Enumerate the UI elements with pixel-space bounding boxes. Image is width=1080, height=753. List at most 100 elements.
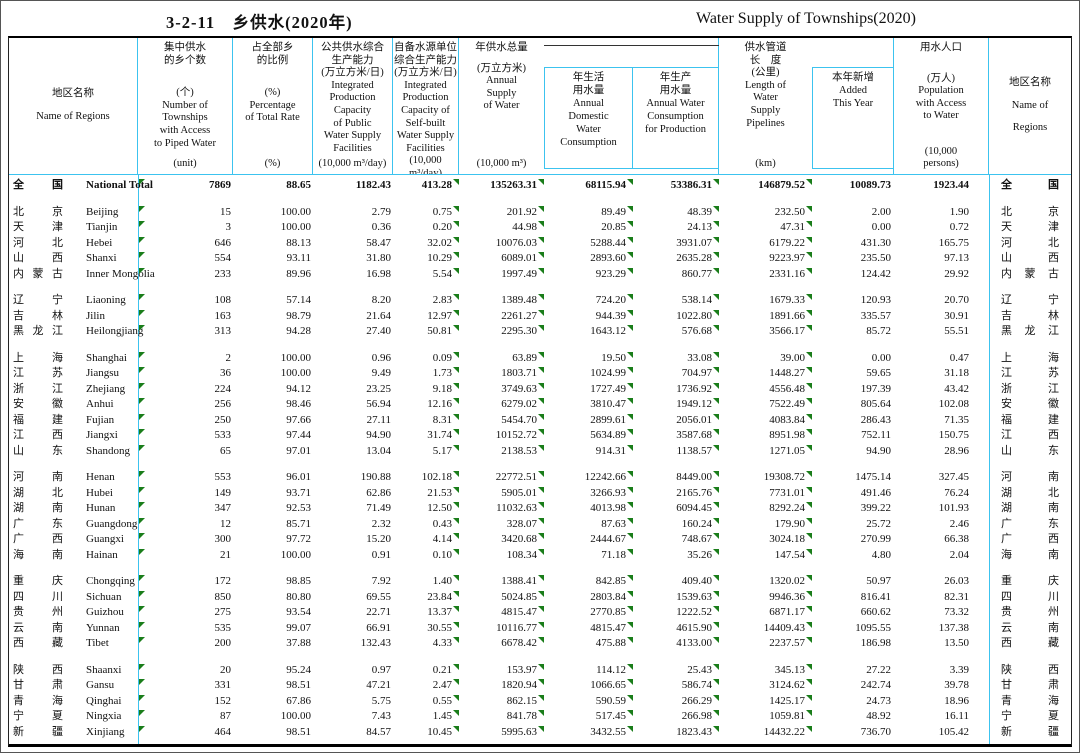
value-public-capacity: 15.20 (366, 533, 391, 545)
value-self-built-capacity: 13.37 (427, 606, 452, 618)
region-name-cn-right: 西藏 (1001, 636, 1059, 652)
cell-population: 28.96 (894, 444, 989, 460)
value-pipelines: 6179.22 (769, 236, 805, 249)
cell-population: 55.51 (894, 324, 989, 340)
region-name-cn-right: 全国 (1001, 178, 1059, 194)
value-population: 13.50 (944, 637, 969, 649)
cell-percentage: 92.53 (233, 501, 313, 517)
comment-marker-icon (627, 429, 633, 435)
region-name-cn: 湖南 (13, 501, 63, 517)
comment-marker-icon (806, 444, 812, 451)
header-line: (万立方米/日) (394, 67, 457, 79)
cell-population: 0.72 (894, 220, 989, 236)
region-cn-char: 福 (1001, 413, 1012, 426)
value-domestic: 1024.99 (590, 367, 626, 379)
value-domestic: 1727.49 (590, 382, 626, 395)
cell-added: 1475.14 (812, 470, 894, 486)
title-bar: 3-2-11 乡供水(2020年) Water Supply of Townsh… (8, 4, 1072, 36)
value-townships: 533 (214, 429, 232, 441)
value-self-built-capacity: 0.55 (432, 694, 452, 707)
cell-pipelines: 19308.72 (719, 470, 812, 486)
comment-marker-icon (538, 621, 544, 628)
cell-annual-supply: 862.15 (459, 694, 544, 710)
value-annual-supply: 5024.85 (501, 590, 537, 603)
comment-marker-icon (139, 517, 145, 524)
comment-marker-icon (627, 663, 633, 670)
region-cn-char: 藏 (52, 637, 63, 649)
header-line: 年供水总量 (475, 42, 528, 53)
table-row: 辽宁 Liaoning 108 57.14 8.20 2.83 1389.48 724.20 5… (9, 293, 1071, 309)
header-unit: (10,000 m³/day) (319, 158, 387, 174)
header-col-pipelines: 供水管道长 度 (公里) Length of Water Supply Pipelines… (719, 38, 812, 174)
region-cn-char: 龙 (1024, 325, 1036, 337)
value-percentage: 98.85 (286, 575, 311, 587)
header-unit: (km) (755, 158, 775, 174)
cell-pipelines: 9946.36 (719, 590, 812, 606)
cell-pipelines: 6871.17 (719, 605, 812, 621)
cell-pipelines: 14432.22 (719, 725, 812, 741)
header-line: Production (329, 92, 376, 104)
region-cn-char: 河 (13, 471, 24, 483)
cell-added: 660.62 (812, 605, 894, 621)
value-public-capacity: 31.80 (366, 252, 391, 264)
cell-pipelines: 232.50 (719, 205, 812, 221)
comment-marker-icon (139, 606, 145, 612)
comment-marker-icon (627, 637, 633, 643)
region-name-cn: 辽宁 (13, 293, 63, 309)
cell-annual-supply: 201.92 (459, 205, 544, 221)
table-row: 上海 Shanghai 2 100.00 0.96 0.09 63.89 19.50 33.08… (9, 351, 1071, 367)
cell-annual-supply: 135263.31 (459, 178, 544, 194)
value-domestic: 923.29 (595, 267, 626, 280)
cell-domestic: 3266.93 (544, 486, 633, 502)
comment-marker-icon (806, 517, 812, 524)
comment-marker-icon (806, 694, 812, 701)
region-name-cn: 重庆 (13, 574, 63, 590)
cell-annual-supply: 3749.63 (459, 382, 544, 398)
value-annual-supply: 6678.42 (501, 637, 537, 649)
value-percentage: 100.00 (280, 221, 311, 233)
value-added: 2.00 (871, 205, 891, 218)
cell-added: 197.39 (812, 382, 894, 398)
region-name-en: Shanxi (86, 252, 117, 264)
region-name-cn-right: 青海 (1001, 694, 1059, 710)
region-name-en: Inner Mongolia (86, 267, 155, 280)
comment-marker-icon (806, 575, 812, 581)
cell-townships: 233 (138, 267, 233, 283)
cell-domestic: 12242.66 (544, 470, 633, 486)
value-townships: 7869 (209, 179, 231, 191)
header-line: 用水人口 (920, 42, 962, 53)
region-name-cn: 海南 (13, 548, 63, 564)
value-percentage: 100.00 (280, 205, 311, 218)
region-cn-char: 江 (13, 429, 24, 441)
header-line: (万人) (926, 72, 955, 84)
cell-domestic: 842.85 (544, 574, 633, 590)
cell-self-built-capacity: 30.55 (393, 621, 459, 637)
cell-pipelines: 3124.62 (719, 678, 812, 694)
cell-production: 538.14 (633, 293, 719, 309)
comment-marker-icon (453, 294, 459, 300)
value-percentage: 94.28 (286, 325, 311, 337)
comment-marker-icon (627, 351, 633, 358)
cell-annual-supply: 1997.49 (459, 267, 544, 283)
cell-percentage: 100.00 (233, 709, 313, 725)
value-production: 6094.45 (676, 502, 712, 514)
comment-marker-icon (806, 205, 812, 212)
value-annual-supply: 5995.63 (501, 725, 537, 738)
region-name-en: Hunan (86, 502, 116, 514)
header-line: Annual Water (646, 98, 705, 109)
region-cell-left: 海南 Hainan (9, 548, 138, 564)
value-population: 28.96 (944, 444, 969, 457)
cell-domestic: 4013.98 (544, 501, 633, 517)
comment-marker-icon (806, 252, 812, 258)
cell-pipelines: 7522.49 (719, 397, 812, 413)
region-cn-char: 京 (52, 205, 63, 218)
comment-marker-icon (806, 398, 812, 404)
value-population: 1.90 (949, 205, 969, 218)
cell-population: 97.13 (894, 251, 989, 267)
comment-marker-icon (538, 637, 544, 643)
comment-marker-icon (806, 471, 812, 477)
cell-production: 6094.45 (633, 501, 719, 517)
value-townships: 152 (214, 694, 232, 707)
value-public-capacity: 9.49 (371, 367, 391, 379)
